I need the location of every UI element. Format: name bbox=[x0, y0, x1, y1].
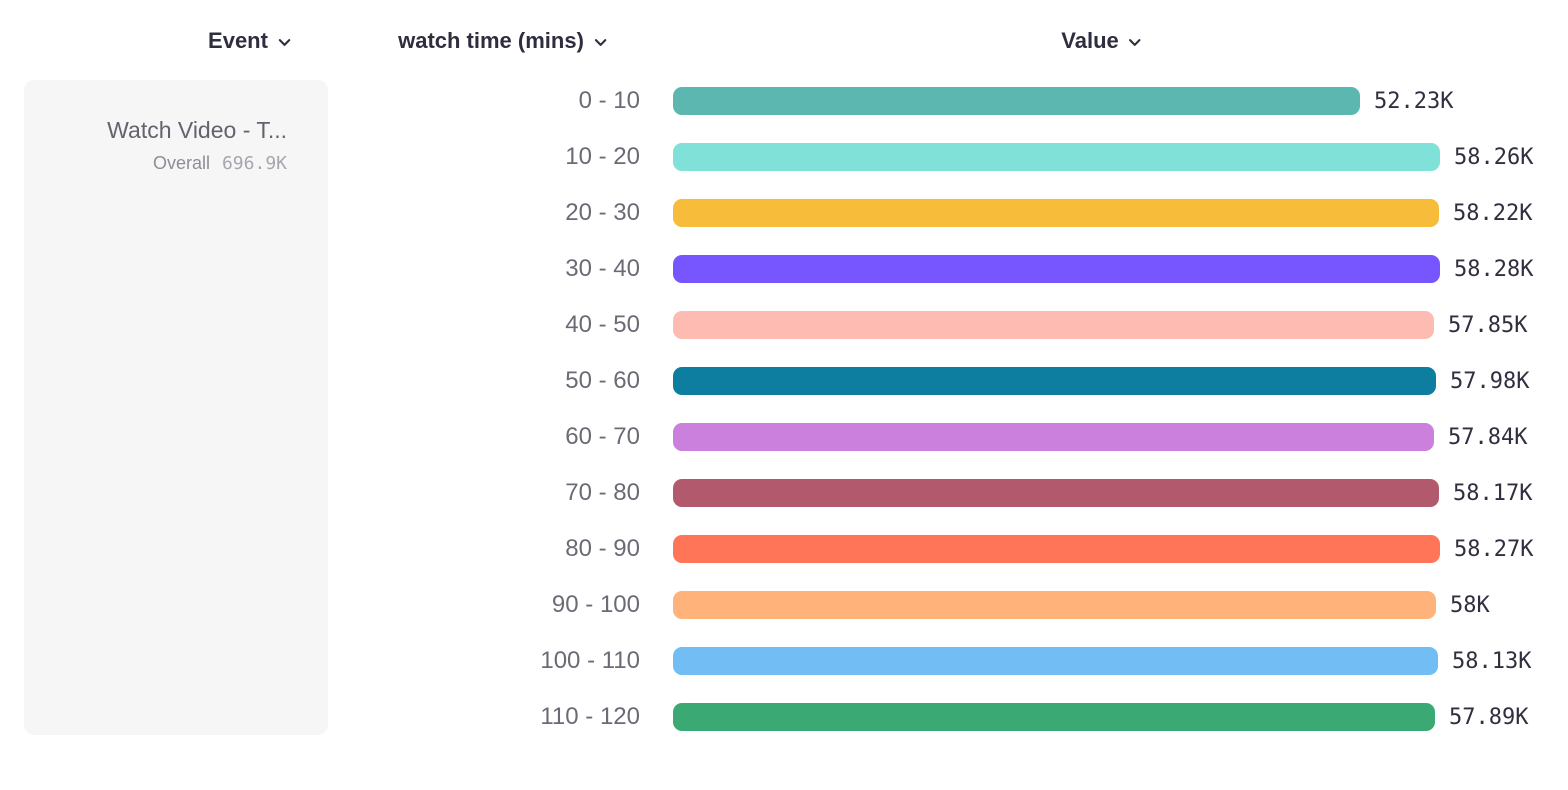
value-column-label: Value bbox=[1061, 28, 1119, 53]
bar-track: 57.98K bbox=[673, 367, 1568, 395]
bar-category-label: 60 - 70 bbox=[565, 423, 640, 450]
bar[interactable] bbox=[673, 703, 1435, 731]
watch-time-column-header[interactable]: watch time (mins) bbox=[398, 28, 608, 54]
bar[interactable] bbox=[673, 479, 1439, 507]
chevron-down-icon bbox=[594, 39, 607, 46]
bar-value-label: 57.85K bbox=[1448, 312, 1528, 338]
event-column-header[interactable]: Event bbox=[208, 28, 292, 54]
bar-category-label: 0 - 10 bbox=[578, 87, 640, 114]
overall-value: 696.9K bbox=[221, 153, 287, 174]
bar-value-label: 58.26K bbox=[1454, 144, 1534, 170]
bar[interactable] bbox=[673, 423, 1434, 451]
bar-track: 58.22K bbox=[673, 199, 1568, 227]
event-card[interactable]: Watch Video - T... Overall 696.9K bbox=[24, 80, 328, 735]
bar-track: 58K bbox=[673, 591, 1568, 619]
bar-track: 58.27K bbox=[673, 535, 1568, 563]
bar-track: 57.84K bbox=[673, 423, 1568, 451]
bar-track: 57.85K bbox=[673, 311, 1568, 339]
bar-row: 110 - 120 57.89K bbox=[0, 689, 1568, 745]
bar-row: 0 - 10 52.23K bbox=[0, 73, 1568, 129]
bar-value-label: 52.23K bbox=[1374, 88, 1454, 114]
bar-category-label: 110 - 120 bbox=[540, 703, 640, 730]
event-name: Watch Video - T... bbox=[107, 117, 287, 143]
bar[interactable] bbox=[673, 367, 1436, 395]
chevron-down-icon bbox=[278, 39, 291, 46]
bar-row: 10 - 20 58.26K bbox=[0, 129, 1568, 185]
overall-row: Overall 696.9K bbox=[44, 153, 287, 174]
chevron-down-icon bbox=[1129, 39, 1141, 46]
event-column-label: Event bbox=[208, 28, 268, 53]
bar-track: 58.26K bbox=[673, 143, 1568, 171]
bar[interactable] bbox=[673, 87, 1360, 115]
bar-category-label: 30 - 40 bbox=[565, 255, 640, 282]
bar-category-label: 80 - 90 bbox=[565, 535, 640, 562]
bar-row: 40 - 50 57.85K bbox=[0, 297, 1568, 353]
bar-value-label: 58.22K bbox=[1453, 200, 1533, 226]
bar-track: 58.28K bbox=[673, 255, 1568, 283]
bar-value-label: 58.27K bbox=[1454, 536, 1534, 562]
bar-row: 20 - 30 58.22K bbox=[0, 185, 1568, 241]
bar-value-label: 58.13K bbox=[1452, 648, 1532, 674]
bar-row: 100 - 110 58.13K bbox=[0, 633, 1568, 689]
bar-row: 50 - 60 57.98K bbox=[0, 353, 1568, 409]
bar-track: 58.13K bbox=[673, 647, 1568, 675]
overall-label: Overall bbox=[152, 153, 210, 173]
bar-row: 80 - 90 58.27K bbox=[0, 521, 1568, 577]
bar-category-label: 90 - 100 bbox=[551, 591, 640, 618]
bar-category-label: 100 - 110 bbox=[540, 647, 640, 674]
bar-track: 58.17K bbox=[673, 479, 1568, 507]
bar-category-label: 50 - 60 bbox=[565, 367, 640, 394]
bar[interactable] bbox=[673, 591, 1436, 619]
bar-value-label: 57.89K bbox=[1449, 704, 1529, 730]
bar[interactable] bbox=[673, 647, 1438, 675]
bar-track: 52.23K bbox=[673, 87, 1568, 115]
bar-row: 30 - 40 58.28K bbox=[0, 241, 1568, 297]
bar[interactable] bbox=[673, 535, 1440, 563]
bar-value-label: 58.17K bbox=[1453, 480, 1533, 506]
bar-category-label: 20 - 30 bbox=[565, 199, 640, 226]
bar-category-label: 40 - 50 bbox=[565, 311, 640, 338]
bar-value-label: 57.98K bbox=[1450, 368, 1530, 394]
watch-time-column-label: watch time (mins) bbox=[398, 28, 584, 53]
bar[interactable] bbox=[673, 199, 1439, 227]
bar-value-label: 58.28K bbox=[1454, 256, 1534, 282]
bar-chart: 0 - 10 52.23K 10 - 20 58.26K 20 - 30 58.… bbox=[0, 73, 1568, 745]
bar-row: 60 - 70 57.84K bbox=[0, 409, 1568, 465]
bar-value-label: 57.84K bbox=[1448, 424, 1528, 450]
bar-category-label: 70 - 80 bbox=[565, 479, 640, 506]
bar-track: 57.89K bbox=[673, 703, 1568, 731]
bar-category-label: 10 - 20 bbox=[565, 143, 640, 170]
bar[interactable] bbox=[673, 143, 1440, 171]
bar-row: 90 - 100 58K bbox=[0, 577, 1568, 633]
bar-value-label: 58K bbox=[1450, 592, 1490, 618]
bar[interactable] bbox=[673, 311, 1434, 339]
bar-row: 70 - 80 58.17K bbox=[0, 465, 1568, 521]
value-column-header[interactable]: Value bbox=[1061, 28, 1142, 54]
bar[interactable] bbox=[673, 255, 1440, 283]
